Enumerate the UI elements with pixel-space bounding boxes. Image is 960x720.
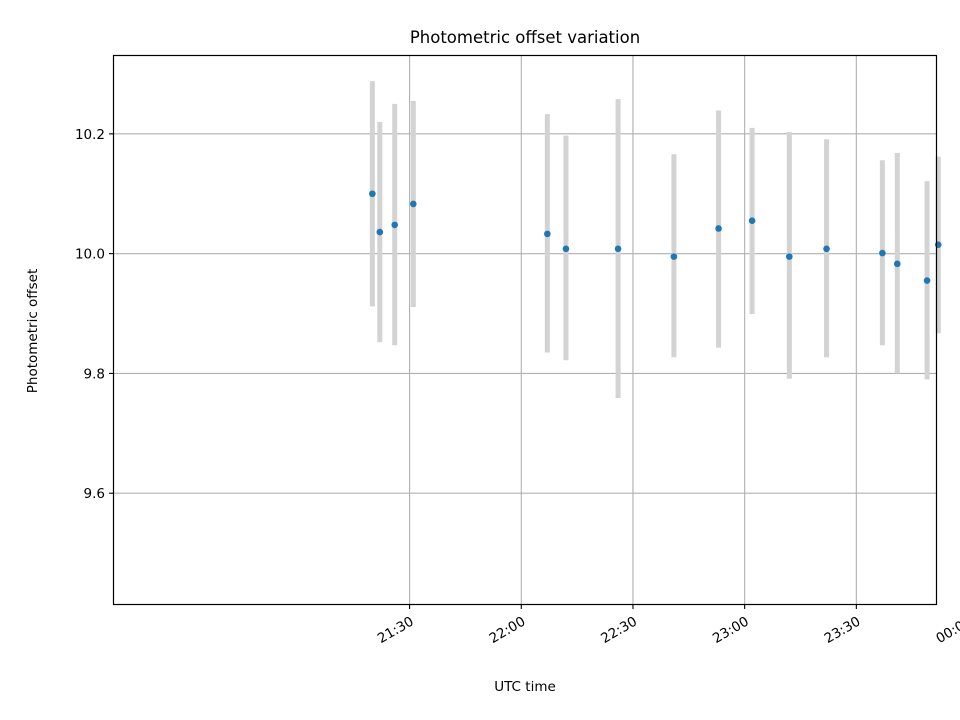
data-point xyxy=(823,245,830,253)
y-axis-label: Photometric offset xyxy=(25,269,41,393)
data-point xyxy=(670,253,678,260)
data-point xyxy=(923,277,931,284)
data-point xyxy=(369,190,376,198)
y-tick-label: 10.0 xyxy=(75,247,105,263)
plot-frame xyxy=(112,54,938,606)
y-tick-label: 10.2 xyxy=(75,127,105,143)
y-tick-label: 9.8 xyxy=(84,366,105,382)
gridlines xyxy=(114,56,936,604)
data-point xyxy=(614,245,622,253)
data-point xyxy=(786,253,793,260)
y-tick-label: 9.6 xyxy=(84,486,105,502)
data-point xyxy=(376,228,384,236)
chart-title: Photometric offset variation xyxy=(410,28,640,47)
y-axis-ticks: 9.6 9.8 10.0 10.2 xyxy=(75,127,114,502)
x-axis-label: UTC time xyxy=(494,679,556,695)
data-point xyxy=(391,221,399,229)
data-point xyxy=(410,200,417,208)
data-point xyxy=(879,249,886,257)
data-point xyxy=(748,217,756,224)
data-point xyxy=(544,230,551,238)
data-point xyxy=(562,245,570,253)
data-point xyxy=(715,225,722,232)
data-point xyxy=(893,260,901,268)
